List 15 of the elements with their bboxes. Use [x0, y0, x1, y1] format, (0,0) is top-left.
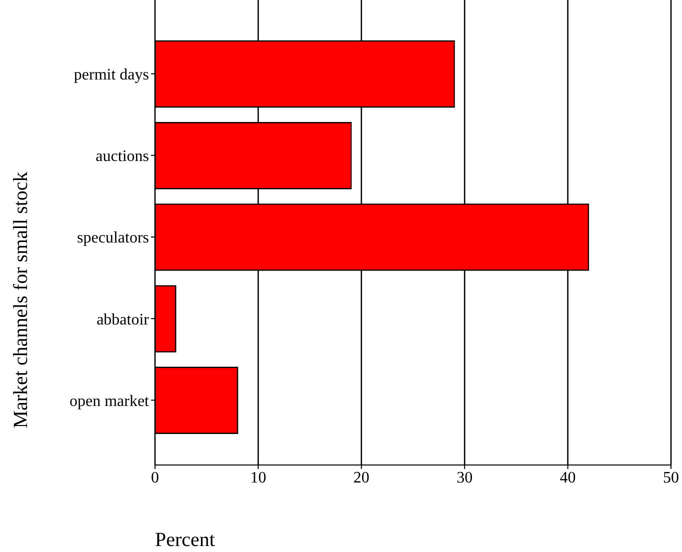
- y-tick-label: open market: [69, 392, 150, 410]
- bar: [155, 285, 176, 352]
- y-tick-label: permit days: [74, 66, 149, 84]
- x-tick-label: 10: [250, 469, 266, 486]
- y-tick-label: abbatoir: [96, 311, 150, 328]
- y-axis-title: Market channels for small stock: [10, 172, 32, 428]
- x-tick-label: 20: [353, 469, 370, 486]
- x-axis-title: Percent: [155, 529, 216, 551]
- bar: [155, 366, 238, 434]
- x-tick-label: 50: [663, 469, 679, 486]
- y-tick-label: speculators: [77, 230, 149, 247]
- x-tick-label: 40: [560, 469, 576, 486]
- y-tick-label: auctions: [96, 148, 149, 166]
- x-tick-label: 30: [456, 469, 473, 486]
- x-tick-label: 0: [151, 469, 159, 486]
